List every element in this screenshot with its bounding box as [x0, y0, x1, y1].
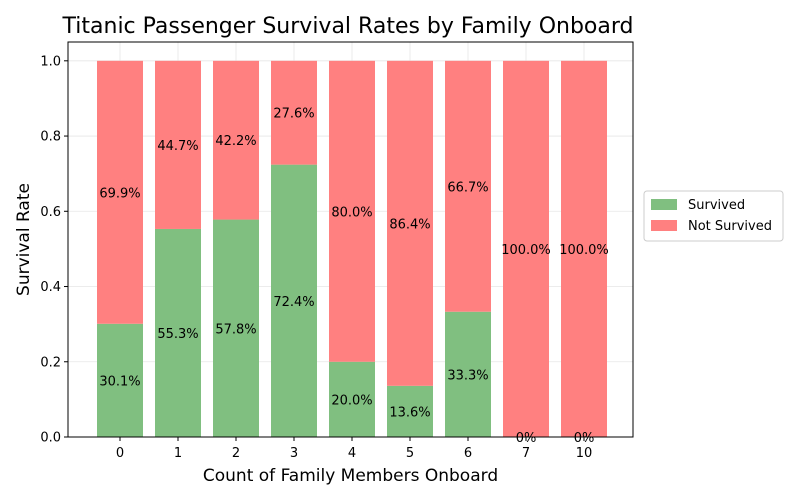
- bar-not-survived: [561, 60, 607, 438]
- bar-value-label: 13.6%: [389, 405, 430, 420]
- bar-survived: [97, 323, 143, 437]
- bar-survived: [271, 164, 317, 437]
- bar-value-label: 69.9%: [99, 186, 140, 201]
- bar-survived: [329, 361, 375, 437]
- x-axis-ticks: 0 1 2 3 4 5 6 7 10: [116, 437, 592, 461]
- bar-value-label: 66.7%: [447, 180, 488, 195]
- bar-survived: [155, 228, 201, 437]
- y-tick-label: 0.0: [40, 431, 61, 446]
- bar-not-survived: [271, 60, 317, 165]
- bar-value-label: 44.7%: [157, 139, 198, 154]
- bar-not-survived: [503, 60, 549, 438]
- bar-not-survived: [213, 60, 259, 220]
- bar-value-label: 80.0%: [331, 205, 372, 220]
- bar-value-label: 20.0%: [331, 393, 372, 408]
- y-tick-label: 0.4: [40, 280, 61, 295]
- bar-labels: 30.1% 69.9% 55.3% 44.7% 57.8% 42.2% 72.4% 27.6%…: [99, 107, 608, 446]
- x-tick-label: 4: [348, 446, 356, 461]
- chart-title: Titanic Passenger Survival Rates by Fami…: [62, 14, 634, 39]
- y-axis-ticks: 0.0 0.2 0.4 0.6 0.8 1.0: [40, 54, 68, 446]
- bar-not-survived: [155, 60, 201, 229]
- bar-survived: [387, 385, 433, 437]
- x-tick-label: 0: [116, 446, 124, 461]
- bar-value-label: 57.8%: [215, 322, 256, 337]
- bar-value-label: 42.2%: [215, 134, 256, 149]
- x-tick-label: 10: [576, 446, 593, 461]
- y-tick-label: 0.6: [40, 205, 61, 220]
- y-tick-label: 0.8: [40, 130, 61, 145]
- x-tick-label: 7: [522, 446, 530, 461]
- bar-value-label: 100.0%: [559, 243, 609, 258]
- legend-swatch: [651, 199, 677, 210]
- y-axis-label: Survival Rate: [14, 183, 34, 296]
- bar-value-label: 27.6%: [273, 107, 314, 122]
- y-tick-label: 1.0: [40, 54, 61, 69]
- x-tick-label: 2: [232, 446, 240, 461]
- legend-box: [643, 190, 784, 242]
- x-tick-label: 3: [290, 446, 298, 461]
- x-tick-label: 5: [406, 446, 414, 461]
- bar-value-label: 30.1%: [99, 374, 140, 389]
- bar-value-label: 86.4%: [389, 217, 430, 232]
- bar-not-survived: [445, 60, 491, 312]
- bar-survived: [213, 219, 259, 437]
- legend-label: Not Survived: [688, 219, 772, 234]
- bar-value-label: 72.4%: [273, 295, 314, 310]
- x-tick-label: 6: [464, 446, 472, 461]
- plot-area-frame: [67, 41, 634, 438]
- legend-swatch: [651, 220, 677, 231]
- legend-label: Survived: [688, 198, 745, 213]
- bar-value-label: 55.3%: [157, 327, 198, 342]
- legend: Survived Not Survived: [643, 190, 784, 242]
- bars: [97, 60, 607, 438]
- bar-not-survived: [97, 60, 143, 324]
- bar-not-survived: [387, 60, 433, 386]
- x-tick-label: 1: [174, 446, 182, 461]
- bar-value-label: 33.3%: [447, 368, 488, 383]
- x-axis-label: Count of Family Members Onboard: [203, 466, 498, 486]
- bar-not-survived: [329, 60, 375, 362]
- bar-survived: [445, 311, 491, 437]
- y-tick-label: 0.2: [40, 355, 61, 370]
- bar-value-label: 100.0%: [501, 243, 551, 258]
